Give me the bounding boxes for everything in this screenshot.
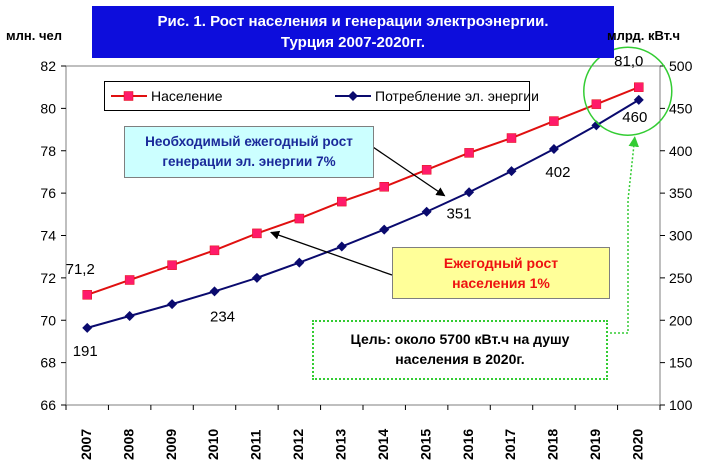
generation-callout-line-1: Необходимый ежегодный рост	[145, 134, 353, 149]
population-point	[294, 213, 305, 224]
goal-callout: Цель: около 5700 кВт.ч на душу населения…	[312, 320, 608, 380]
legend-consumption-swatch	[335, 91, 371, 101]
x-axis-tick-label: 2014	[375, 429, 391, 460]
goal-callout-line-2: населения в 2020г.	[395, 351, 525, 367]
x-axis-tick-label: 2011	[248, 429, 264, 460]
goal-connector-arrow	[610, 136, 639, 334]
population-point	[421, 165, 432, 175]
population-point	[209, 245, 220, 256]
population-line	[86, 86, 640, 296]
consumption-point	[464, 187, 475, 198]
right-axis-tick-label: 400	[669, 143, 693, 159]
x-axis-tick-label: 2015	[417, 429, 433, 460]
left-axis-tick-label: 72	[40, 270, 56, 286]
goal-highlight-circle	[583, 46, 673, 136]
x-axis-tick-label: 2012	[290, 429, 306, 460]
generation-callout-line-2: генерации эл. энергии 7%	[162, 154, 336, 169]
population-point	[634, 82, 644, 92]
data-label: 402	[545, 164, 570, 181]
consumption-point	[633, 94, 644, 105]
x-axis-tick-label: 2019	[587, 429, 603, 460]
right-axis-tick-label: 500	[669, 58, 693, 74]
chart-title: Рис. 1. Рост населения и генерации элект…	[92, 6, 614, 58]
left-axis-tick-label: 68	[40, 355, 56, 371]
population-point	[549, 116, 559, 126]
consumption-point	[336, 241, 347, 252]
population-growth-callout: Ежегодный рост населения 1%	[392, 247, 610, 299]
right-axis-tick-label: 200	[669, 312, 693, 328]
right-axis-label: млрд. кВт.ч	[607, 28, 681, 43]
population-point	[506, 133, 517, 143]
population-point	[591, 99, 602, 109]
right-axis-tick-label: 100	[669, 397, 693, 413]
left-axis-tick-label: 78	[40, 143, 56, 159]
right-axis-tick-label: 450	[669, 100, 693, 116]
right-axis-tick-label: 250	[669, 270, 693, 286]
x-axis-tick-label: 2013	[332, 429, 348, 460]
data-label: 234	[210, 308, 235, 325]
consumption-point	[167, 299, 178, 310]
consumption-point	[82, 322, 93, 333]
generation-growth-callout: Необходимый ежегодный рост генерации эл.…	[124, 126, 374, 178]
consumption-point	[506, 166, 517, 177]
consumption-point	[209, 286, 220, 297]
data-label: 351	[447, 205, 472, 222]
population-point	[124, 275, 135, 285]
population-callout-arrow	[270, 230, 393, 276]
legend-consumption-label: Потребление эл. энергии	[375, 88, 539, 104]
population-callout-line-1: Ежегодный рост	[443, 255, 559, 271]
population-point	[167, 260, 177, 270]
legend: Население Потребление эл. энергии	[104, 81, 539, 111]
x-axis-tick-label: 2007	[78, 429, 94, 460]
legend-population-label: Население	[151, 88, 223, 104]
right-axis-tick-label: 150	[669, 355, 693, 371]
x-axis-tick-label: 2010	[205, 429, 221, 460]
population-point	[464, 148, 474, 158]
goal-callout-line-1: Цель: около 5700 кВт.ч на душу	[350, 331, 570, 347]
data-label: 191	[73, 343, 98, 360]
chart-title-line-2: Турция 2007-2020гг.	[280, 34, 426, 51]
left-axis-tick-label: 74	[40, 228, 56, 244]
consumption-point	[251, 272, 262, 283]
population-callout-line-2: населения 1%	[452, 275, 550, 291]
data-label: 81,0	[614, 53, 643, 70]
x-axis-tick-label: 2009	[163, 429, 179, 460]
x-axis-tick-label: 2016	[460, 429, 476, 460]
data-label: 460	[622, 109, 647, 126]
population-point	[252, 228, 262, 239]
generation-callout-arrow	[369, 144, 446, 197]
x-axis-tick-label: 2020	[629, 429, 645, 460]
x-axis-tick-label: 2017	[502, 429, 518, 460]
left-axis-tick-label: 80	[40, 100, 56, 116]
left-axis-tick-label: 66	[40, 397, 56, 413]
consumption-point	[421, 206, 432, 217]
x-axis-tick-label: 2008	[120, 429, 136, 460]
legend-population-swatch	[111, 91, 147, 101]
population-point	[337, 196, 347, 207]
chart-title-line-1: Рис. 1. Рост населения и генерации элект…	[157, 13, 549, 30]
left-axis-tick-label: 76	[40, 185, 56, 201]
consumption-point	[591, 120, 602, 131]
consumption-point	[124, 311, 135, 322]
left-axis-label: млн. чел	[6, 28, 62, 43]
right-axis-tick-label: 350	[669, 185, 693, 201]
consumption-point	[294, 257, 305, 268]
population-point	[82, 290, 92, 300]
population-point	[379, 182, 389, 192]
x-axis-tick-label: 2018	[545, 429, 561, 460]
left-axis-tick-label: 70	[40, 312, 56, 328]
consumption-point	[548, 144, 559, 155]
left-axis-tick-label: 82	[40, 58, 56, 74]
consumption-point	[379, 224, 390, 235]
consumption-line	[86, 99, 640, 329]
right-axis-tick-label: 300	[669, 228, 693, 244]
data-label: 71,2	[66, 261, 95, 278]
